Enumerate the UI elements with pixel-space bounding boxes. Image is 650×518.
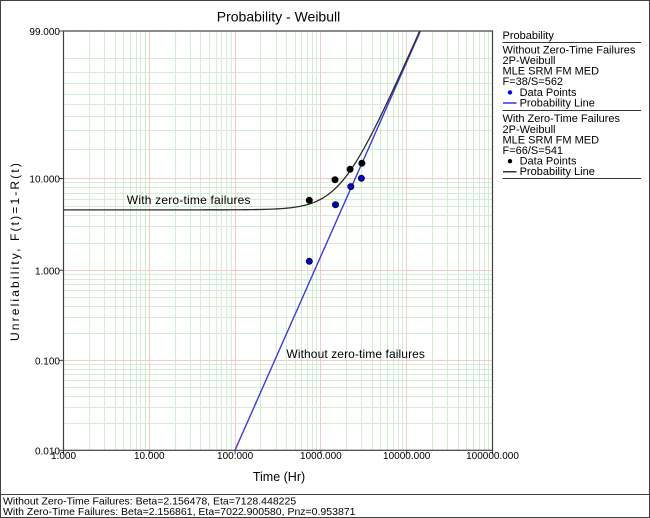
svg-text:Probability Line: Probability Line [520, 166, 595, 178]
svg-text:1.000: 1.000 [35, 266, 60, 277]
svg-text:Probability - Weibull: Probability - Weibull [217, 8, 340, 24]
svg-text:Probability Line: Probability Line [520, 97, 595, 109]
svg-text:With zero-time failures: With zero-time failures [127, 193, 251, 207]
svg-text:100000.000: 100000.000 [466, 451, 519, 462]
svg-text:Unreliability, F(t)=1-R(t): Unreliability, F(t)=1-R(t) [8, 161, 22, 341]
svg-text:0.010: 0.010 [35, 446, 60, 457]
svg-text:Time (Hr): Time (Hr) [253, 470, 305, 484]
svg-text:Without zero-time failures: Without zero-time failures [286, 347, 425, 361]
svg-text:0.100: 0.100 [35, 356, 60, 367]
svg-text:With Zero-Time Failures: With Zero-Time Failures [503, 113, 621, 125]
svg-text:2P-Weibull: 2P-Weibull [503, 124, 556, 136]
svg-text:99.000: 99.000 [29, 27, 60, 38]
svg-text:MLE SRM FM MED: MLE SRM FM MED [503, 66, 600, 78]
svg-text:Data Points: Data Points [520, 87, 577, 99]
svg-text:Data Points: Data Points [520, 156, 577, 168]
svg-text:10000.000: 10000.000 [383, 451, 431, 462]
svg-text:MLE SRM FM MED: MLE SRM FM MED [503, 134, 600, 146]
svg-text:10.000: 10.000 [29, 175, 60, 186]
svg-text:2P-Weibull: 2P-Weibull [503, 55, 556, 67]
svg-text:1000.000: 1000.000 [300, 451, 342, 462]
svg-text:Without Zero-Time Failures: Be: Without Zero-Time Failures: Beta=2.15647… [3, 496, 296, 508]
svg-text:1.000: 1.000 [51, 451, 76, 462]
svg-text:Without Zero-Time Failures: Without Zero-Time Failures [503, 44, 636, 56]
svg-text:F=66/S=541: F=66/S=541 [503, 145, 564, 157]
svg-text:With Zero-Time Failures: Beta=: With Zero-Time Failures: Beta=2.156861, … [3, 506, 356, 518]
svg-text:Probability: Probability [503, 30, 555, 42]
svg-text:100.000: 100.000 [217, 451, 254, 462]
svg-text:10.000: 10.000 [134, 451, 165, 462]
svg-text:F=38/S=562: F=38/S=562 [503, 76, 564, 88]
